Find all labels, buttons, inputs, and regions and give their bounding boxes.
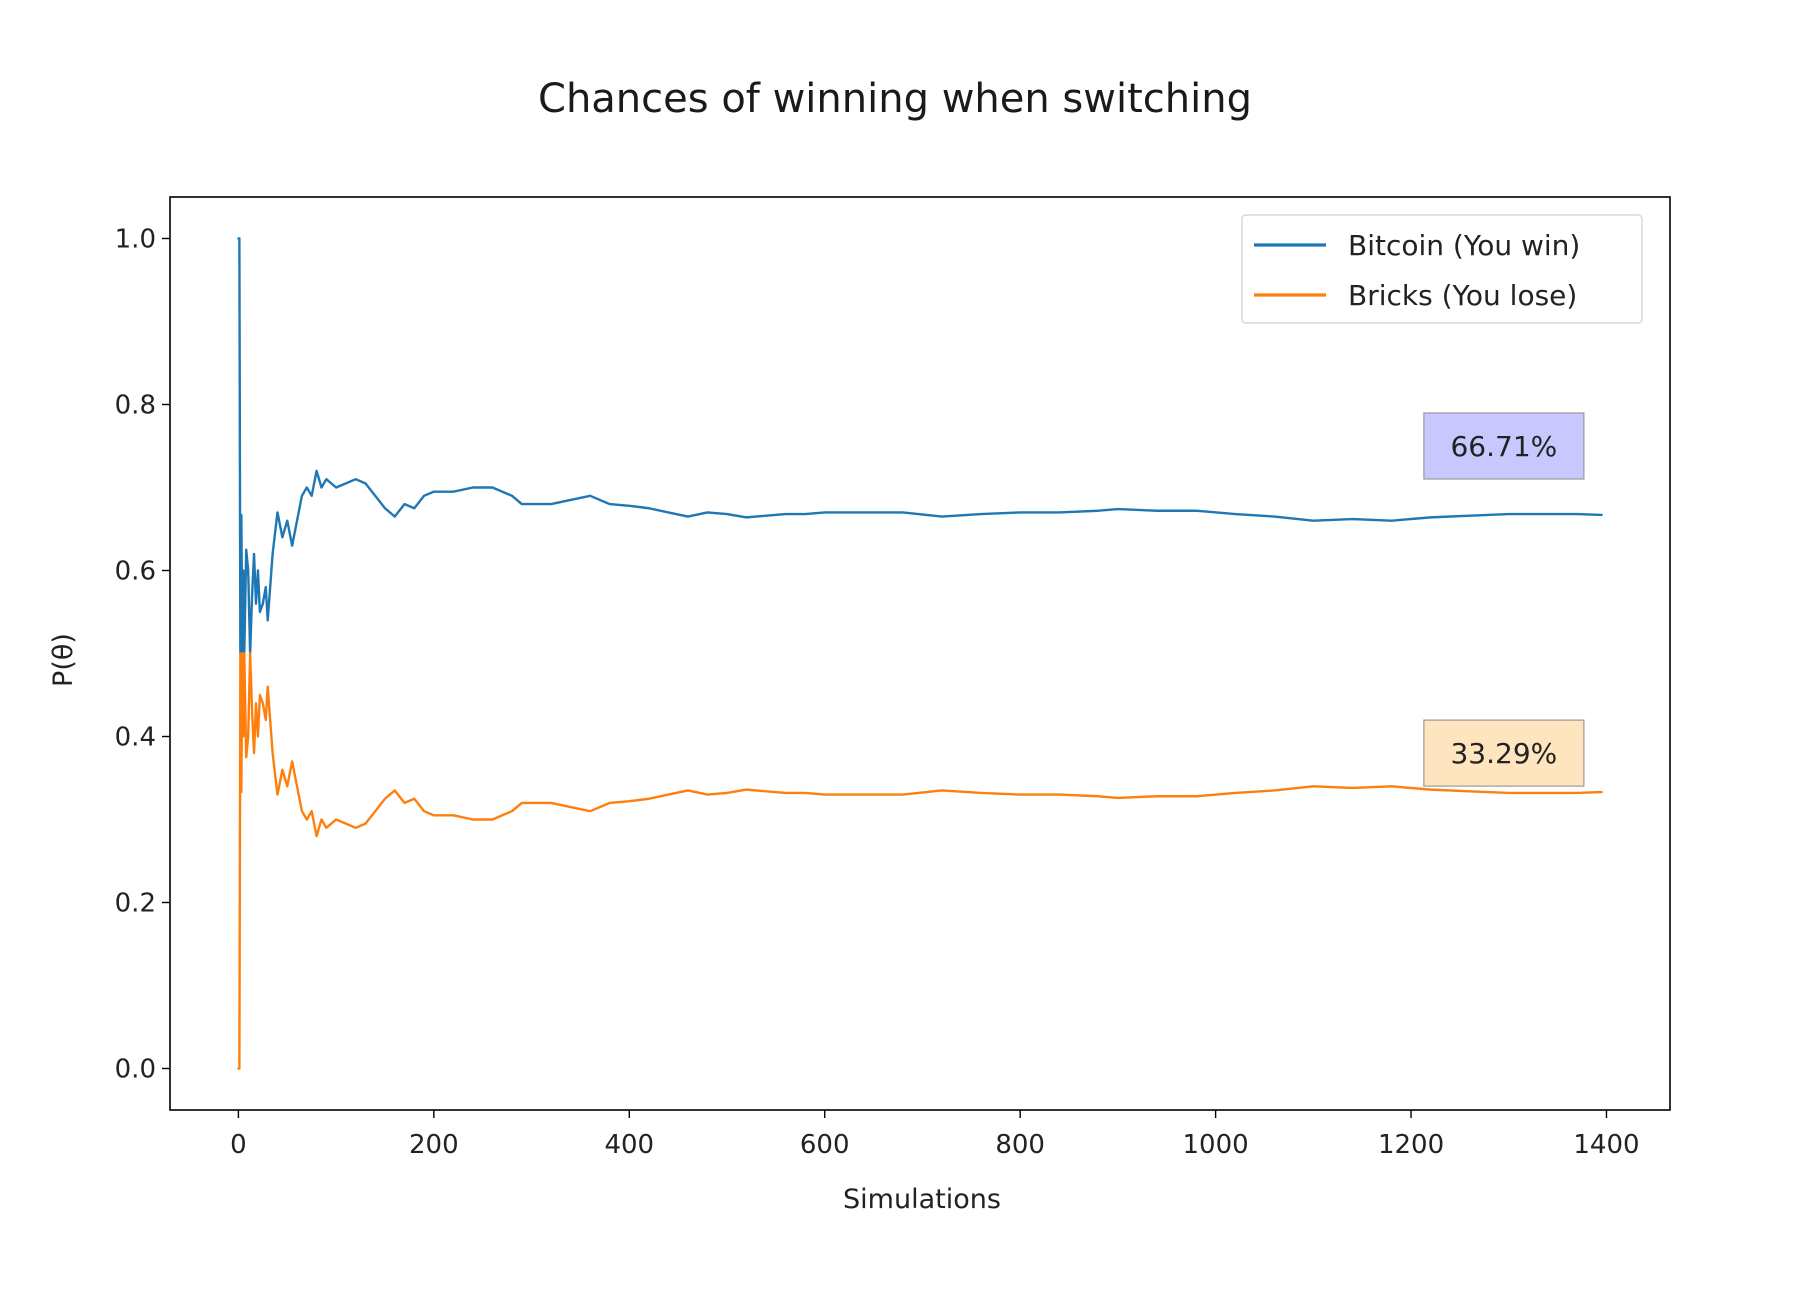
y-axis-label: P(θ) [48,633,79,687]
x-tick-label: 800 [995,1130,1045,1160]
x-axis-label: Simulations [843,1184,1001,1215]
series-line-0 [237,237,1603,655]
y-tick-label: 0.6 [115,557,156,587]
y-tick-label: 0.8 [115,391,156,421]
y-tick-label: 1.0 [115,225,156,255]
legend-box [1241,214,1643,324]
y-tick-label: 0.0 [115,1055,156,1085]
annotation-box-1 [1423,719,1585,787]
legend-label-0: Bitcoin (You win) [1348,229,1580,262]
chart-title: Chances of winning when switching [538,76,1252,122]
x-tick-label: 200 [409,1130,459,1160]
y-tick-label: 0.4 [115,723,156,753]
axes-frame [169,196,1671,1111]
plot-area: 0 200 400 600 800 1000 1200 1400 0.0 0.2 0.4 0.6 0.8… [115,196,1671,1160]
annotation-label-0: 66.71% [1450,430,1557,463]
x-tick-label: 600 [800,1130,850,1160]
x-tick-label: 1200 [1378,1130,1444,1160]
annotation-box-0 [1423,412,1585,480]
annotation-label-1: 33.29% [1450,737,1557,770]
x-tick-label: 0 [230,1130,247,1160]
x-tick-label: 1400 [1573,1130,1639,1160]
y-tick-label: 0.2 [115,889,156,919]
legend-label-1: Bricks (You lose) [1348,279,1577,312]
x-tick-label: 400 [604,1130,654,1160]
series-line-1 [237,652,1603,1070]
x-tick-label: 1000 [1183,1130,1249,1160]
